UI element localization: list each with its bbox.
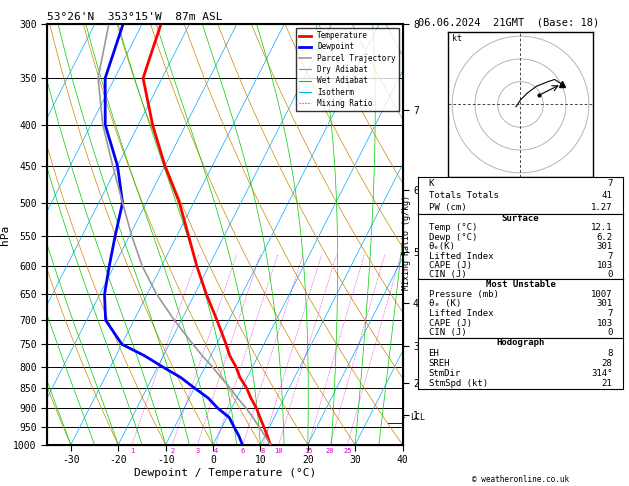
Text: 6.2: 6.2 bbox=[596, 233, 613, 242]
Y-axis label: km
ASL: km ASL bbox=[430, 224, 447, 245]
Text: 314°: 314° bbox=[591, 369, 613, 378]
Text: 0: 0 bbox=[607, 270, 613, 279]
Text: 1.27: 1.27 bbox=[591, 203, 613, 212]
Text: 10: 10 bbox=[274, 448, 283, 454]
Y-axis label: hPa: hPa bbox=[1, 225, 11, 244]
Text: 53°26'N  353°15'W  87m ASL: 53°26'N 353°15'W 87m ASL bbox=[47, 12, 223, 22]
Text: 103: 103 bbox=[596, 261, 613, 270]
Text: θₑ(K): θₑ(K) bbox=[428, 242, 455, 251]
X-axis label: Dewpoint / Temperature (°C): Dewpoint / Temperature (°C) bbox=[134, 468, 316, 478]
Text: Surface: Surface bbox=[502, 214, 539, 223]
Text: 12.1: 12.1 bbox=[591, 224, 613, 232]
Text: © weatheronline.co.uk: © weatheronline.co.uk bbox=[472, 474, 569, 484]
Text: Lifted Index: Lifted Index bbox=[428, 252, 493, 260]
Text: θₑ (K): θₑ (K) bbox=[428, 299, 461, 308]
Text: Pressure (mb): Pressure (mb) bbox=[428, 290, 498, 298]
Text: 21: 21 bbox=[602, 379, 613, 388]
Text: SREH: SREH bbox=[428, 359, 450, 368]
Text: 20: 20 bbox=[326, 448, 335, 454]
Text: EH: EH bbox=[428, 348, 439, 358]
Text: 15: 15 bbox=[304, 448, 313, 454]
Text: 7: 7 bbox=[607, 179, 613, 188]
Text: 1: 1 bbox=[130, 448, 134, 454]
Text: 1007: 1007 bbox=[591, 290, 613, 298]
Text: 8: 8 bbox=[260, 448, 265, 454]
Text: Lifted Index: Lifted Index bbox=[428, 309, 493, 318]
Text: Most Unstable: Most Unstable bbox=[486, 280, 555, 289]
Text: 28: 28 bbox=[602, 359, 613, 368]
Text: 41: 41 bbox=[602, 191, 613, 200]
Text: 8: 8 bbox=[607, 348, 613, 358]
Text: PW (cm): PW (cm) bbox=[428, 203, 466, 212]
Text: Mixing Ratio (g/kg): Mixing Ratio (g/kg) bbox=[403, 195, 411, 291]
Text: 25: 25 bbox=[343, 448, 352, 454]
Text: 4: 4 bbox=[214, 448, 218, 454]
Text: Hodograph: Hodograph bbox=[496, 338, 545, 347]
Text: 0: 0 bbox=[607, 329, 613, 337]
Text: 103: 103 bbox=[596, 319, 613, 328]
Text: 3: 3 bbox=[196, 448, 199, 454]
Text: Totals Totals: Totals Totals bbox=[428, 191, 498, 200]
Text: 2: 2 bbox=[170, 448, 174, 454]
Text: LCL: LCL bbox=[409, 413, 425, 422]
Text: 301: 301 bbox=[596, 299, 613, 308]
Text: Temp (°C): Temp (°C) bbox=[428, 224, 477, 232]
Text: StmSpd (kt): StmSpd (kt) bbox=[428, 379, 487, 388]
Text: CIN (J): CIN (J) bbox=[428, 329, 466, 337]
Text: kt: kt bbox=[452, 34, 462, 43]
Text: CAPE (J): CAPE (J) bbox=[428, 261, 472, 270]
Legend: Temperature, Dewpoint, Parcel Trajectory, Dry Adiabat, Wet Adiabat, Isotherm, Mi: Temperature, Dewpoint, Parcel Trajectory… bbox=[296, 28, 399, 111]
Text: 301: 301 bbox=[596, 242, 613, 251]
Text: StmDir: StmDir bbox=[428, 369, 461, 378]
Text: 6: 6 bbox=[241, 448, 245, 454]
Text: CAPE (J): CAPE (J) bbox=[428, 319, 472, 328]
Text: Dewp (°C): Dewp (°C) bbox=[428, 233, 477, 242]
Text: 7: 7 bbox=[607, 309, 613, 318]
Text: CIN (J): CIN (J) bbox=[428, 270, 466, 279]
Text: 06.06.2024  21GMT  (Base: 18): 06.06.2024 21GMT (Base: 18) bbox=[418, 17, 599, 27]
Text: 7: 7 bbox=[607, 252, 613, 260]
Text: K: K bbox=[428, 179, 434, 188]
